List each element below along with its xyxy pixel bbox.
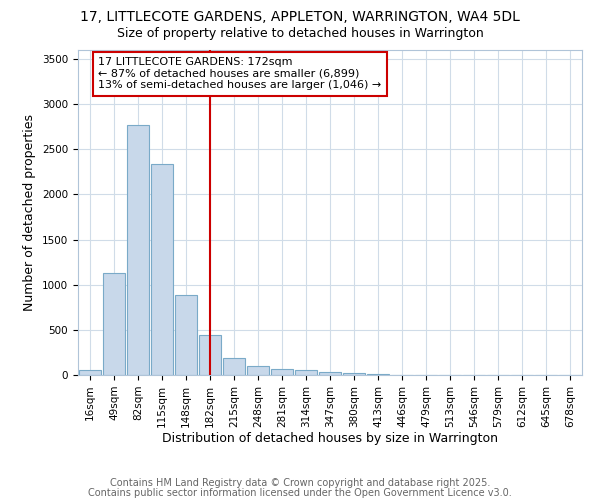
X-axis label: Distribution of detached houses by size in Warrington: Distribution of detached houses by size … xyxy=(162,432,498,446)
Bar xyxy=(319,372,341,375)
Text: 17 LITTLECOTE GARDENS: 172sqm
← 87% of detached houses are smaller (6,899)
13% o: 17 LITTLECOTE GARDENS: 172sqm ← 87% of d… xyxy=(98,57,382,90)
Text: Contains public sector information licensed under the Open Government Licence v3: Contains public sector information licen… xyxy=(88,488,512,498)
Bar xyxy=(151,164,173,375)
Text: Size of property relative to detached houses in Warrington: Size of property relative to detached ho… xyxy=(116,28,484,40)
Y-axis label: Number of detached properties: Number of detached properties xyxy=(23,114,37,311)
Text: Contains HM Land Registry data © Crown copyright and database right 2025.: Contains HM Land Registry data © Crown c… xyxy=(110,478,490,488)
Bar xyxy=(79,370,101,375)
Bar xyxy=(295,370,317,375)
Bar xyxy=(223,358,245,375)
Bar xyxy=(175,294,197,375)
Bar xyxy=(103,273,125,375)
Bar xyxy=(367,374,389,375)
Bar xyxy=(247,366,269,375)
Bar xyxy=(199,336,221,375)
Bar xyxy=(343,373,365,375)
Text: 17, LITTLECOTE GARDENS, APPLETON, WARRINGTON, WA4 5DL: 17, LITTLECOTE GARDENS, APPLETON, WARRIN… xyxy=(80,10,520,24)
Bar xyxy=(271,368,293,375)
Bar xyxy=(127,125,149,375)
